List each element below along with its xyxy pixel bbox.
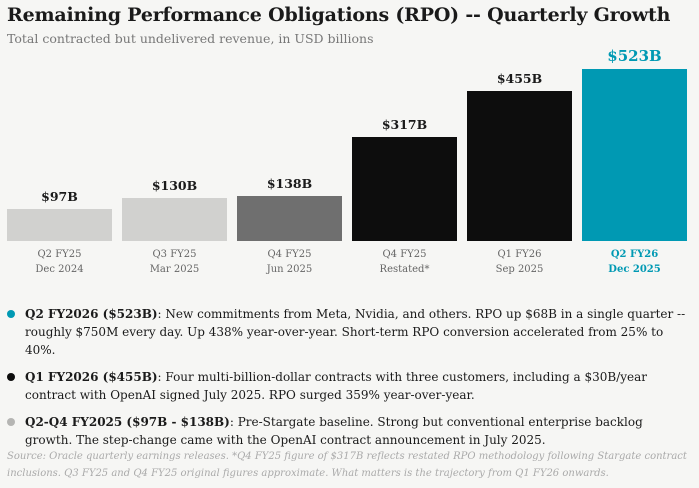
x-tick-label: Q4 FY25 Restated* — [352, 247, 457, 277]
bar — [237, 195, 342, 241]
note-heading: Q1 FY2026 ($455B) — [25, 370, 158, 384]
note-item: Q1 FY2026 ($455B): Four multi-billion-do… — [7, 368, 687, 404]
date-label: Dec 2025 — [608, 264, 661, 275]
quarter-label: Q4 FY25 — [382, 249, 427, 260]
x-tick-label: Q2 FY26 Dec 2025 — [582, 247, 687, 277]
bar — [582, 69, 687, 241]
note-item: Q2-Q4 FY2025 ($97B - $138B): Pre-Stargat… — [7, 413, 687, 449]
note-heading: Q2-Q4 FY2025 ($97B - $138B) — [25, 415, 230, 429]
value-label: $138B — [266, 175, 313, 191]
chart-subtitle: Total contracted but undelivered revenue… — [7, 31, 374, 46]
note-text: : Pre-Stargate baseline. Strong but conv… — [25, 415, 643, 447]
quarter-label: Q3 FY25 — [152, 249, 197, 260]
x-tick-label: Q2 FY25 Dec 2024 — [7, 247, 112, 277]
date-label: Dec 2024 — [35, 264, 84, 275]
date-label: Jun 2025 — [266, 264, 313, 275]
date-label: Restated* — [379, 264, 430, 275]
bar — [122, 198, 227, 241]
notes-list: Q2 FY2026 ($523B): New commitments from … — [7, 305, 687, 458]
note-text: : Four multi-billion-dollar contracts wi… — [25, 370, 648, 402]
x-tick-label: Q4 FY25 Jun 2025 — [237, 247, 342, 277]
note-heading: Q2 FY2026 ($523B) — [25, 307, 158, 321]
note-item: Q2 FY2026 ($523B): New commitments from … — [7, 305, 687, 359]
source-footnote: Source: Oracle quarterly earnings releas… — [7, 451, 687, 479]
bar — [467, 91, 572, 241]
value-label: $455B — [496, 71, 543, 87]
x-tick-label: Q3 FY25 Mar 2025 — [122, 247, 227, 277]
quarter-label: Q2 FY26 — [610, 249, 659, 260]
date-label: Mar 2025 — [149, 264, 200, 275]
bar — [352, 136, 457, 241]
value-label: $97B — [41, 189, 78, 205]
legend-dot-icon — [7, 418, 15, 426]
value-label: $130B — [151, 178, 198, 194]
value-label: $523B — [607, 47, 662, 65]
quarter-label: Q4 FY25 — [267, 249, 312, 260]
legend-dot-icon — [7, 310, 15, 318]
note-text: : New commitments from Meta, Nvidia, and… — [25, 307, 686, 357]
chart-title: Remaining Performance Obligations (RPO) … — [7, 4, 671, 26]
quarter-label: Q1 FY26 — [497, 249, 542, 260]
x-tick-label: Q1 FY26 Sep 2025 — [467, 247, 572, 277]
date-label: Sep 2025 — [495, 264, 544, 275]
bar — [7, 209, 112, 241]
quarter-label: Q2 FY25 — [37, 249, 82, 260]
value-label: $317B — [381, 116, 428, 132]
bar-chart: $97B Q2 FY25 Dec 2024 $130B Q3 FY25 Mar 2025 $… — [0, 40, 699, 280]
legend-dot-icon — [7, 373, 15, 381]
